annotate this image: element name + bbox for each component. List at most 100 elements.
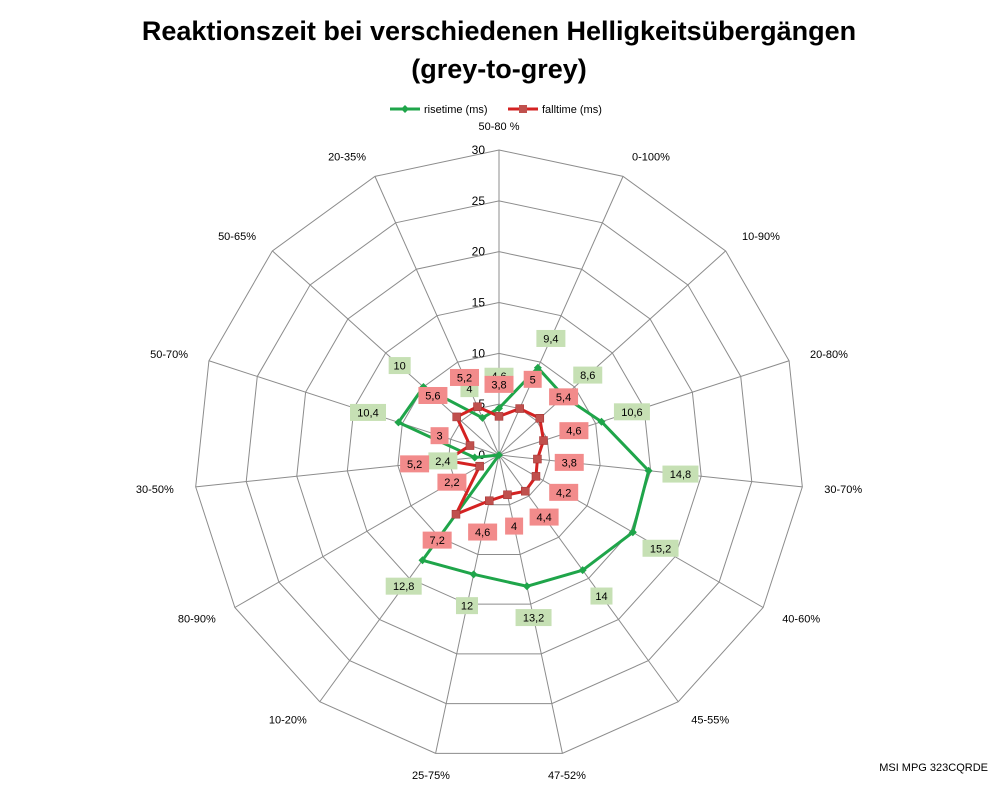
data-label-bg xyxy=(468,523,498,541)
data-label: 7,2 xyxy=(430,535,445,547)
data-label-bg xyxy=(662,465,699,483)
data-label-bg xyxy=(536,329,566,347)
falltime-marker xyxy=(531,472,541,481)
grid-ring xyxy=(397,352,601,555)
data-label-bg xyxy=(590,587,613,605)
data-label: 9,4 xyxy=(543,333,558,345)
data-label-bg xyxy=(422,531,452,549)
data-label: 4,4 xyxy=(536,512,551,524)
risetime-marker xyxy=(628,528,637,537)
data-label-bg xyxy=(554,453,584,471)
footer-model-label: MSI MPG 323CQRDE xyxy=(879,762,988,774)
data-label-bg xyxy=(385,577,422,595)
category-label: 20-35% xyxy=(328,151,366,163)
data-label: 4,6 xyxy=(566,426,581,438)
data-label-bg xyxy=(418,386,448,404)
data-label-bg xyxy=(549,483,579,501)
data-label-bg xyxy=(350,403,387,421)
data-label: 5,2 xyxy=(457,372,472,384)
legend-label: risetime (ms) xyxy=(424,104,488,116)
legend-marker-risetime xyxy=(401,105,409,113)
radar-spoke xyxy=(374,176,500,456)
data-label: 4,2 xyxy=(556,487,571,499)
risetime-marker xyxy=(394,418,403,427)
falltime-marker xyxy=(473,402,482,411)
data-label: 3,8 xyxy=(491,379,506,391)
data-label: 5,2 xyxy=(407,459,422,471)
radial-tick-labels: 0 5 10 15 20 25 30 xyxy=(472,143,486,462)
falltime-marker xyxy=(475,461,484,471)
legend-marker-falltime xyxy=(519,105,527,113)
data-label: 4,6 xyxy=(475,527,490,539)
category-label: 45-55% xyxy=(691,715,729,727)
radar-spoke xyxy=(498,454,563,754)
data-label: 15,2 xyxy=(650,543,671,555)
data-label: 4 xyxy=(511,521,517,533)
legend-label: falltime (ms) xyxy=(542,104,602,116)
radar-spoke xyxy=(272,250,500,456)
category-label: 40-60% xyxy=(782,614,820,626)
category-label: 0-100% xyxy=(632,151,670,163)
series-line-risetime xyxy=(396,366,651,588)
category-label: 50-65% xyxy=(218,231,256,243)
radar-spoke xyxy=(498,176,624,456)
category-labels: 50-80 % 0-100% 10-90% 20-80% 30-70% 40-60% 45-… xyxy=(136,121,862,782)
risetime-marker xyxy=(578,566,587,575)
tick-label: 10 xyxy=(472,346,486,360)
data-label-bg xyxy=(449,368,479,386)
data-label: 2,2 xyxy=(444,477,459,489)
data-label: 3 xyxy=(436,431,442,443)
tick-label: 20 xyxy=(472,245,486,259)
data-label-bg xyxy=(613,403,650,421)
data-label: 8,6 xyxy=(580,370,595,382)
radar-spoke xyxy=(498,454,679,703)
data-label: 5,6 xyxy=(425,390,440,402)
category-label: 10-20% xyxy=(269,715,307,727)
risetime-marker xyxy=(469,570,478,579)
risetime-marker xyxy=(495,451,503,459)
category-label: 80-90% xyxy=(178,614,216,626)
falltime-marker xyxy=(494,412,504,421)
risetime-marker xyxy=(495,404,503,413)
falltime-marker xyxy=(539,436,548,445)
grid-ring xyxy=(296,251,702,655)
grid-ring xyxy=(245,200,753,705)
data-label: 10,4 xyxy=(357,407,378,419)
data-label: 5 xyxy=(530,374,536,386)
tick-label: 5 xyxy=(478,397,485,411)
data-label-bg xyxy=(437,473,467,491)
data-label: 12,8 xyxy=(393,581,414,593)
data-label: 14,8 xyxy=(670,469,691,481)
data-label-bg xyxy=(388,357,411,375)
falltime-marker xyxy=(451,509,461,519)
data-label-bg xyxy=(455,597,478,615)
data-label-bg xyxy=(505,517,524,535)
data-label-bg xyxy=(400,455,430,473)
data-label-bg xyxy=(484,375,514,393)
radar-grid xyxy=(195,149,803,754)
data-label-bg xyxy=(642,539,679,557)
category-label: 30-70% xyxy=(824,484,862,496)
data-label-bg xyxy=(523,370,542,388)
data-label: 13,2 xyxy=(523,613,544,625)
tick-label: 25 xyxy=(472,194,486,208)
data-label-bg xyxy=(549,388,579,406)
falltime-marker xyxy=(515,404,524,413)
data-label: 3,8 xyxy=(562,457,577,469)
falltime-marker xyxy=(535,414,545,423)
falltime-marker xyxy=(503,490,512,500)
chart-subtitle: (grey-to-grey) xyxy=(411,54,587,84)
data-label-bg xyxy=(529,508,559,526)
chart-title-line1: Reaktionszeit bei verschiedenen Helligke… xyxy=(141,16,857,46)
data-label: 10,6 xyxy=(621,407,642,419)
risetime-marker xyxy=(478,413,487,422)
risetime-marker xyxy=(597,417,606,426)
risetime-marker xyxy=(644,466,653,475)
radar-spoke xyxy=(498,250,726,456)
data-label-bg xyxy=(428,452,458,470)
data-label: 10 xyxy=(394,361,406,373)
chart-title: Reaktionszeit bei verschiedenen Helligke… xyxy=(0,12,998,88)
grid-ring xyxy=(195,149,803,754)
category-label: 50-80 % xyxy=(479,121,520,133)
